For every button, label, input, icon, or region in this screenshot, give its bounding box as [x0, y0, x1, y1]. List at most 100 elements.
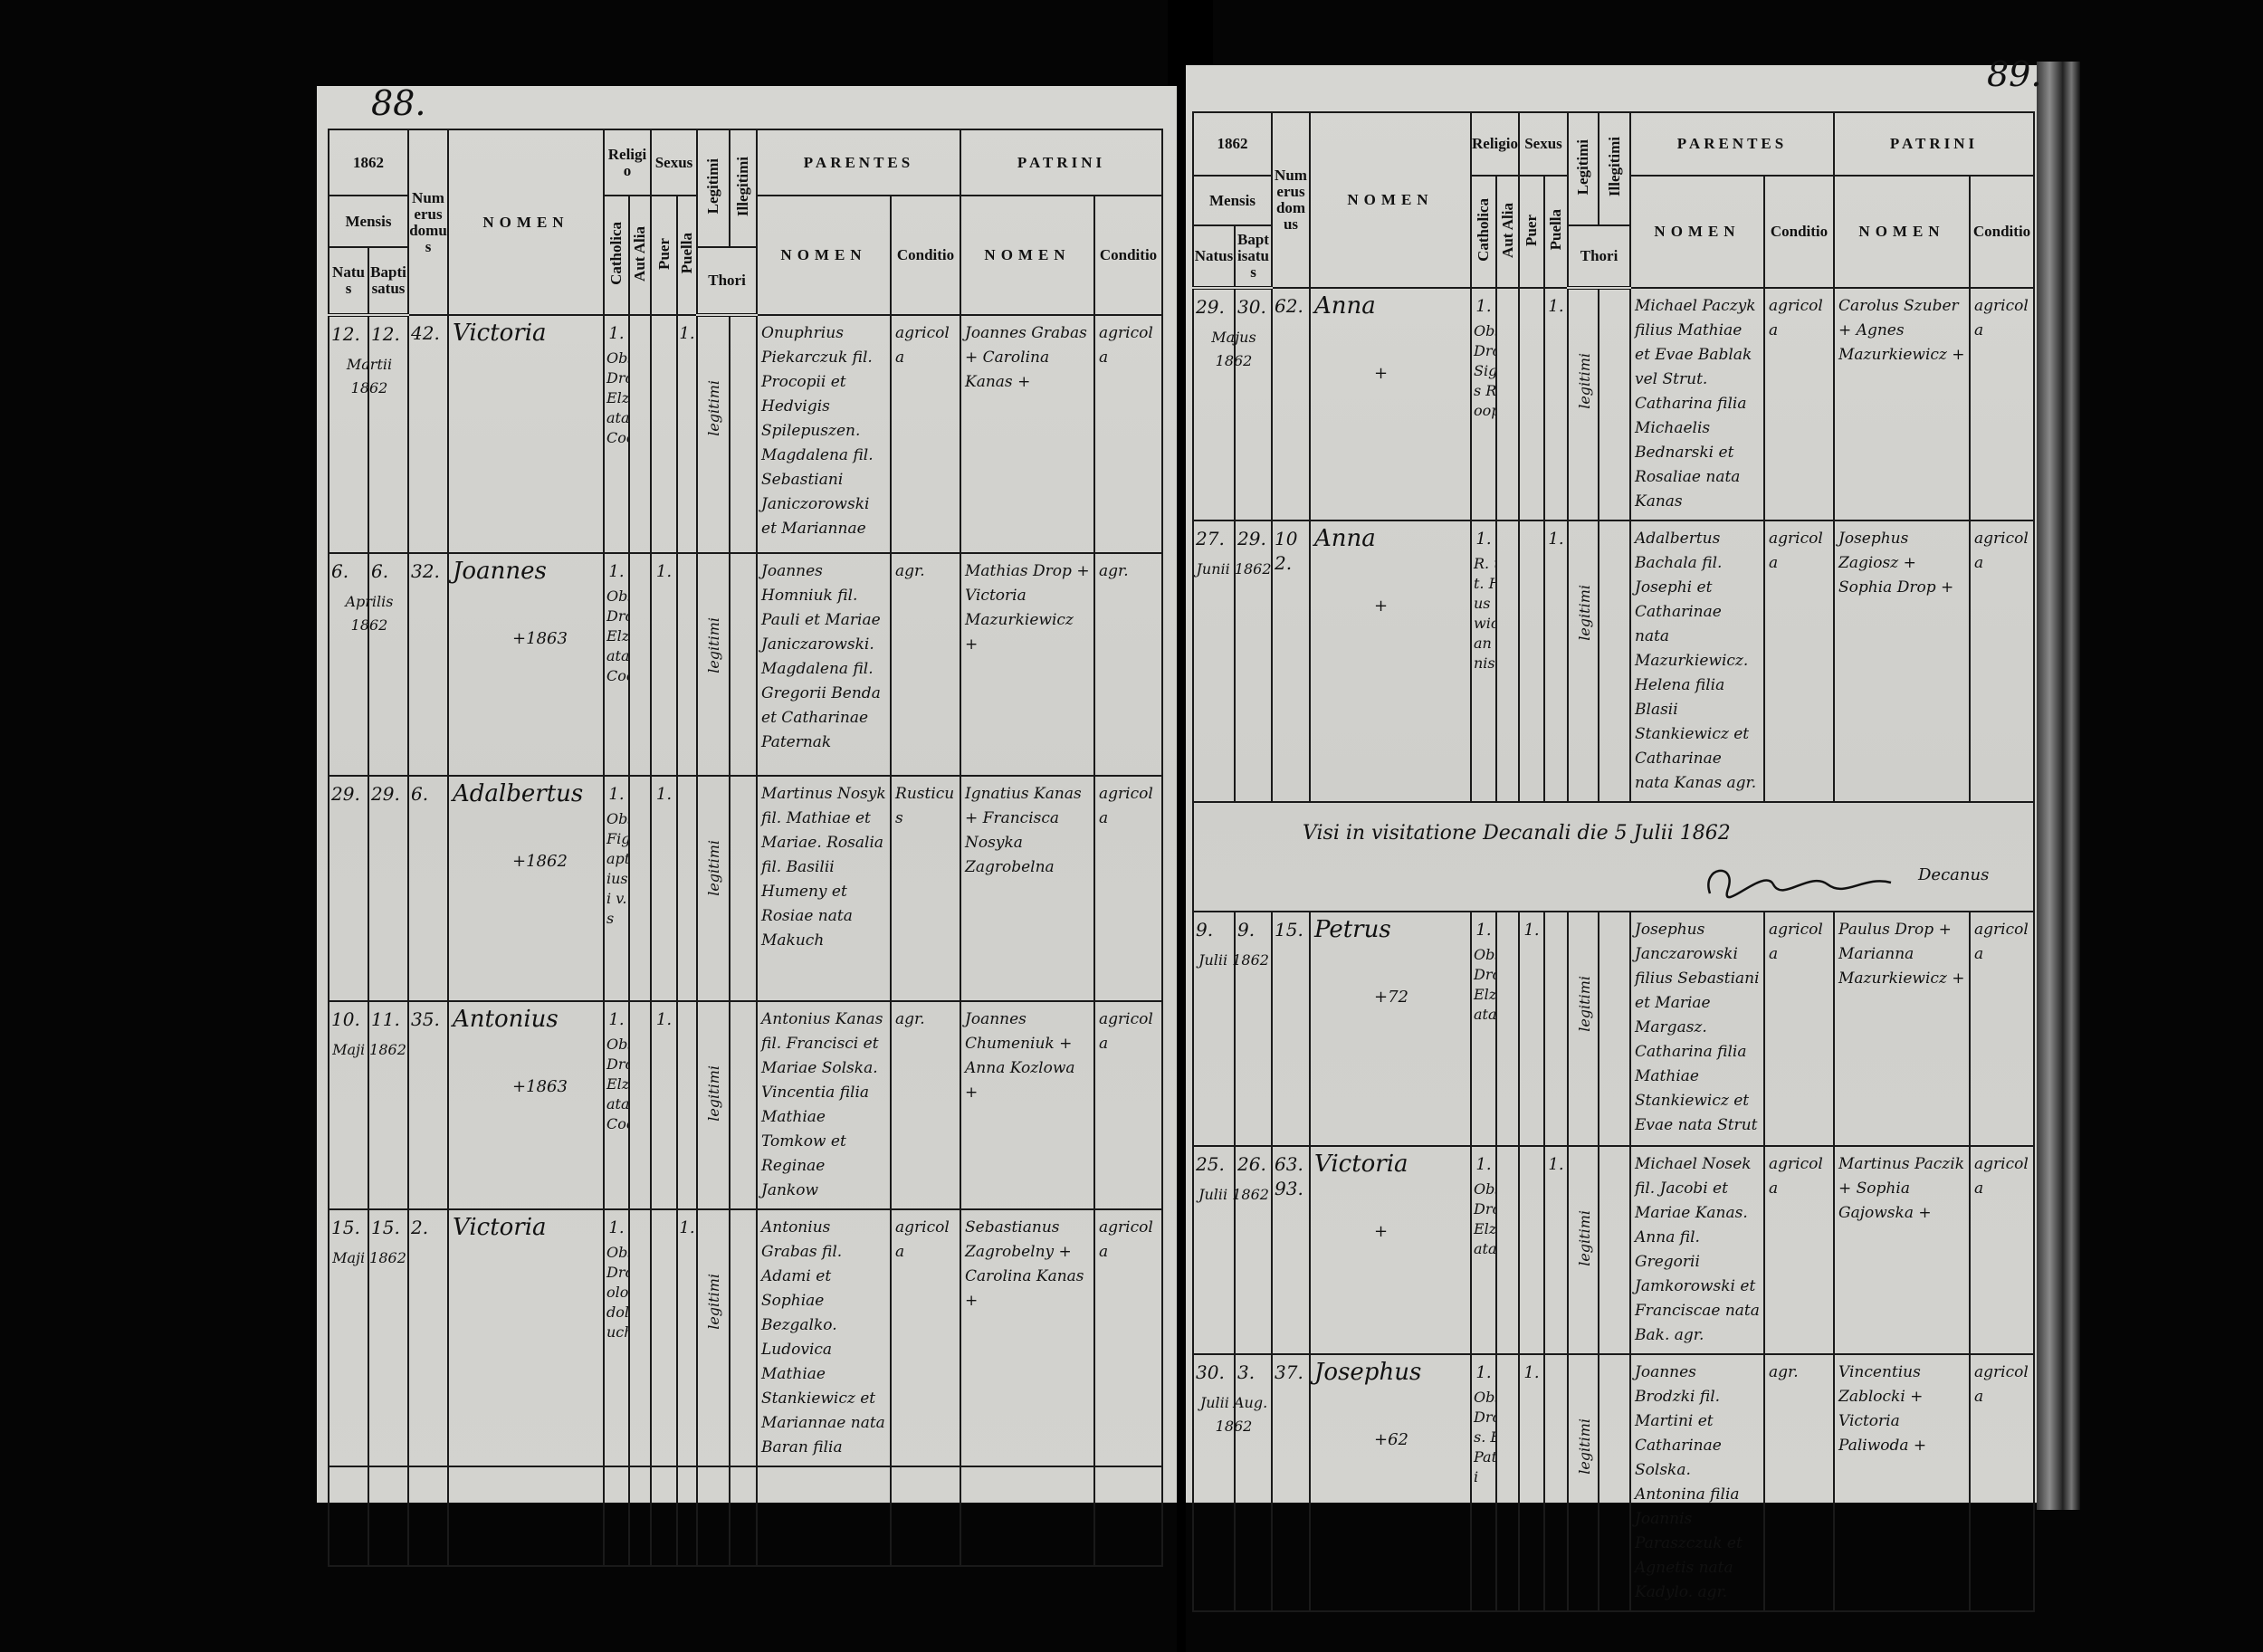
house-number-text: 37.	[1275, 1361, 1303, 1383]
legitimi-cell: legitimi	[1567, 520, 1600, 803]
page-number-left: 88.	[371, 83, 426, 123]
natus-day: 15. Maji 1862	[328, 1208, 406, 1467]
sexus-puer-text	[1521, 290, 1542, 294]
sexus-puer-text: 1.	[655, 1010, 673, 1029]
legitimi-cell: legitimi	[1567, 911, 1600, 1147]
empty-cell	[628, 1466, 652, 1567]
sexus-puella: 1.	[675, 314, 699, 554]
header-numerus-domus: Numerus domus	[407, 129, 449, 316]
child-name: Victoria +	[1309, 1145, 1472, 1355]
register-entry: 29. 29. 6. Adalbertus +1862 1. Obst. Maria Fig…	[328, 775, 1164, 1002]
religio-catholica-text: 1.	[1475, 921, 1492, 940]
religio-catholica-text: 1.	[608, 1218, 625, 1237]
midwife-baptizer-note: Obst. Maria Figurska Bapt. Gregorius Bli…	[606, 810, 628, 927]
parents-condition-text: agricola	[1769, 921, 1823, 963]
legitimi-cell: legitimi	[696, 1208, 731, 1467]
header-aut-alia-label: Aut Alia	[1498, 202, 1516, 258]
dean-signature	[1701, 857, 1900, 908]
natus-day: 12. Martii 1862	[328, 314, 392, 554]
header-aut-alia-label: Aut Alia	[631, 225, 648, 282]
religio-aut-alia	[1495, 1353, 1520, 1612]
legitimi-mark: legitimi	[705, 1065, 723, 1122]
header-aut-alia: Aut Alia	[1495, 175, 1520, 289]
religio-catholica: 1. Obst. Maria Drop Bapt. Elzearius Patas…	[603, 1000, 630, 1210]
midwife-baptizer-note: Obst. Maria Drop Bapt. Elzearius Patasze…	[606, 1036, 629, 1132]
religio-catholica-text: 1.	[608, 1010, 625, 1029]
religio-catholica: 1. Obst. Maria Drop. Bapt. Elzearius Pata…	[1470, 1145, 1497, 1355]
death-note: +	[1374, 364, 1389, 383]
baptism-day: 12.	[368, 314, 409, 554]
baptism-day: 15.	[368, 1208, 409, 1467]
child-name-text: Antonius	[453, 1006, 559, 1033]
godparents-condition-text: agricola	[1974, 297, 2029, 339]
baptism-day-text: 9.	[1237, 919, 1256, 941]
header-puella: Puella	[675, 195, 699, 316]
sexus-puella-text	[679, 1003, 695, 1007]
natus-day-text: 30.	[1196, 1361, 1225, 1383]
natus-day-text: 29.	[331, 783, 360, 805]
godparents-condition-text: agricola	[1099, 1010, 1153, 1053]
header-baptisatus: Baptisatus	[1234, 224, 1273, 290]
illegitimi-cell	[729, 314, 759, 554]
empty-cell	[328, 1466, 369, 1567]
signature-scribble	[1707, 869, 1892, 899]
legitimi-mark: legitimi	[1576, 1210, 1594, 1266]
sexus-puer	[1518, 1145, 1545, 1355]
header-sexus: Sexus	[649, 129, 699, 196]
header-mensis: Mensis	[1192, 175, 1273, 226]
parents-names: Michael Nosek fil. Jacobi et Mariae Kana…	[1629, 1145, 1766, 1355]
header-legitimi-label: Legitimi	[1574, 138, 1592, 196]
empty-cell	[890, 1466, 962, 1567]
child-name-text: Joannes	[453, 558, 547, 585]
header-patrini: PATRINI	[1833, 111, 2036, 177]
house-number-text: 102.	[1275, 528, 1298, 574]
religio-catholica-text: 1.	[1475, 297, 1492, 316]
empty-cell	[407, 1466, 449, 1567]
religio-aut-alia-text	[1498, 290, 1517, 294]
parents-names: Joannes Homniuk fil. Pauli et Mariae Jan…	[756, 552, 893, 777]
parents-names: Antonius Grabas fil. Adami et Sophiae Be…	[756, 1208, 893, 1467]
parents-names-text: Onuphrius Piekarczuk fil. Procopii et He…	[761, 324, 874, 538]
parents-condition-text: agricola	[895, 1218, 950, 1261]
sexus-puer	[1518, 520, 1545, 803]
death-note: +62	[1374, 1430, 1408, 1449]
midwife-baptizer-note: Obst. Maria Drop. Bapt. Elzearius Patasz…	[1474, 1180, 1496, 1257]
legitimi-mark: legitimi	[705, 1274, 723, 1330]
religio-catholica-text: 1.	[1475, 1155, 1492, 1174]
sexus-puella	[1542, 1353, 1570, 1612]
godparents-names: Martinus Paczik + Sophia Gajowska +	[1833, 1145, 1972, 1355]
midwife-baptizer-note: Obst. Maria Drop Bartholomaeus Adolphus …	[606, 1244, 629, 1341]
header-nomen: NOMEN	[1309, 111, 1472, 289]
godparents-condition-text: agricola	[1099, 1218, 1153, 1261]
header-puella: Puella	[1542, 175, 1570, 289]
sexus-puella-text	[1546, 1356, 1566, 1361]
religio-catholica: 1. Obst. Maria Drop Bartholomaeus Adolphu…	[603, 1208, 630, 1467]
register-table-right: 1862 Numerus domus NOMEN Religio Sexus Legiti…	[1191, 111, 2036, 1612]
godparents-condition-text: agricola	[1974, 921, 2029, 963]
header-sexus: Sexus	[1517, 111, 1570, 177]
header-illegitimi-label: Illegitimi	[734, 156, 752, 217]
sexus-puella	[675, 775, 699, 1002]
header-illegitimi: Illegitimi	[1598, 111, 1632, 226]
sexus-puella-text: 1.	[1548, 297, 1564, 316]
parents-names-text: Josephus Janczarowski filius Sebastiani …	[1635, 921, 1760, 1134]
religio-aut-alia	[628, 1208, 652, 1467]
baptism-day-text: 6.	[371, 560, 389, 582]
religio-aut-alia-text	[631, 317, 649, 321]
header-legitimi: Legitimi	[696, 129, 731, 248]
header-parentes-nomen: NOMEN	[1629, 175, 1766, 289]
religio-catholica-text: 1.	[608, 562, 625, 581]
child-name-text: Anna	[1314, 525, 1376, 552]
godparents-names-text: Joannes Chumeniuk + Anna Kozlowa +	[965, 1010, 1075, 1102]
page-number-right: 89.	[1987, 54, 2042, 94]
empty-cell	[675, 1466, 699, 1567]
parents-condition: agricola	[1763, 911, 1836, 1147]
illegitimi-cell	[729, 1208, 759, 1467]
illegitimi-cell	[1598, 287, 1632, 521]
death-note: +	[1374, 1222, 1389, 1241]
child-name: Adalbertus +1862	[447, 775, 605, 1002]
parents-names-text: Joannes Brodzki fil. Martini et Catharin…	[1635, 1363, 1743, 1601]
natus-day: 9. Julii 1862	[1192, 911, 1269, 1147]
